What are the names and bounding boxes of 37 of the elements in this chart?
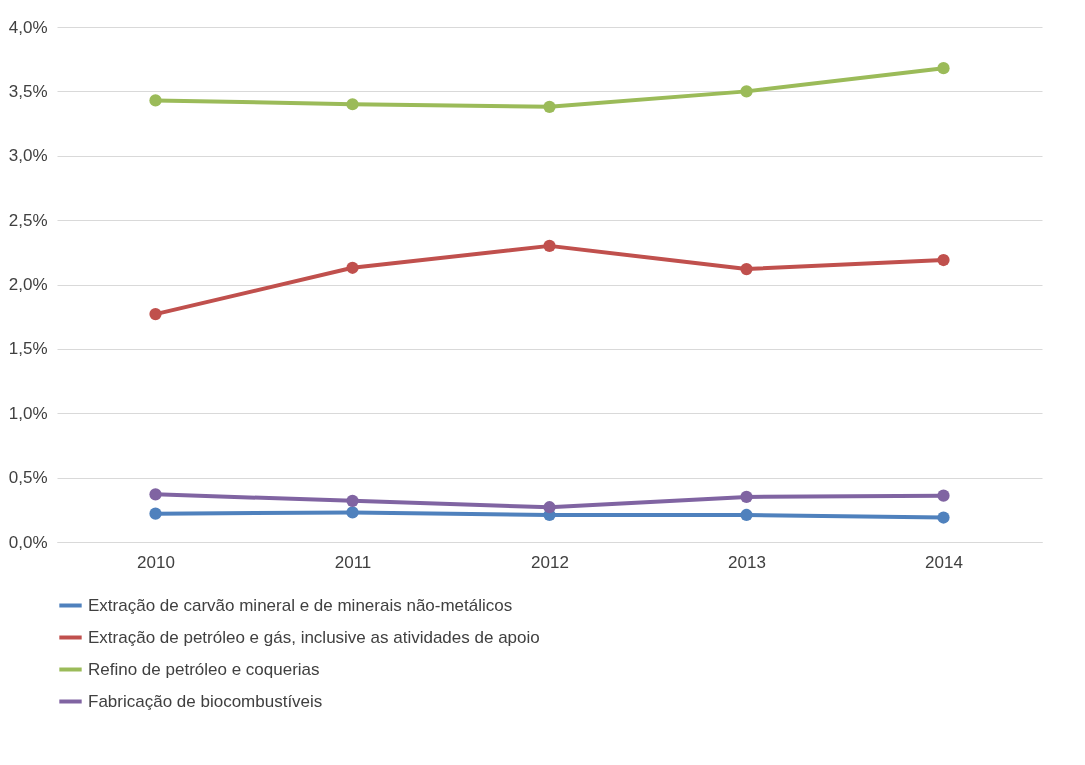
x-tick-label: 2011 [334,552,372,572]
x-tick-label: 2012 [531,552,569,572]
point [740,508,753,522]
legend-label: Refino de petróleo e coquerias [88,659,320,679]
legend-label: Fabricação de biocombustíveis [88,691,323,711]
point [149,507,162,520]
y-tick-label: 0,5% [8,468,48,488]
point [937,253,950,267]
point [543,239,556,252]
point [740,262,753,276]
point [937,511,950,524]
point [346,98,359,111]
y-tick-label: 3,0% [8,146,48,166]
y-tick-label: 1,5% [8,339,48,359]
y-tick-label: 3,5% [8,81,48,101]
point [740,490,753,504]
y-tick-label: 4,0% [8,17,48,37]
x-tick-label: 2010 [137,552,175,572]
point [937,489,950,502]
x-tick-label: 2013 [728,552,766,572]
point [149,308,162,321]
point [543,100,556,113]
y-tick-label: 2,0% [8,275,48,294]
legend-label: Extração de petróleo e gás, inclusive as atividades de apoio [88,627,540,647]
point [149,94,162,107]
y-tick-label: 1,0% [8,403,48,423]
point [740,85,753,98]
point [346,261,359,274]
point [937,62,950,75]
y-tick-label: 2,5% [8,210,48,230]
point [346,494,359,507]
point [149,488,162,501]
y-tick-label: 0,0% [8,532,48,552]
point [543,501,556,514]
legend-label: Extração de carvão mineral e de minerais não-metálicos [88,595,513,615]
point [346,506,359,519]
x-tick-label: 2014 [925,552,963,572]
